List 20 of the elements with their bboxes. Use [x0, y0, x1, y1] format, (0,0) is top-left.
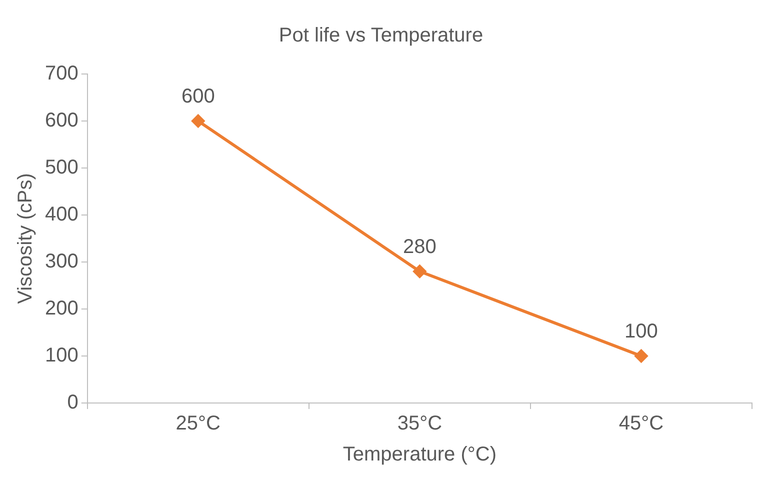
y-tick-label: 100 — [44, 344, 78, 367]
x-tick-label: 45°C — [618, 412, 664, 435]
point — [192, 114, 205, 128]
x-tick-label: 25°C — [176, 412, 220, 435]
y-tick-label: 300 — [44, 250, 78, 273]
chart-title: Pot life vs Temperature — [278, 24, 484, 47]
x-tick-label: 35°C — [397, 412, 442, 435]
data-label: 100 — [624, 320, 658, 343]
y-tick-label: 700 — [44, 62, 78, 85]
y-axis-title: Viscosity (cPs) — [14, 173, 37, 304]
data-label: 280 — [402, 236, 436, 258]
point — [413, 264, 426, 278]
y-tick-label: 400 — [44, 204, 78, 226]
point — [634, 350, 648, 362]
y-tick-label: 500 — [44, 156, 78, 179]
x-axis-title: Temperature (°C) — [342, 444, 496, 466]
y-tick-label: 0 — [67, 392, 78, 414]
y-tick-label: 200 — [44, 298, 78, 320]
y-tick-label: 600 — [44, 110, 78, 132]
data-label: 600 — [181, 86, 215, 108]
